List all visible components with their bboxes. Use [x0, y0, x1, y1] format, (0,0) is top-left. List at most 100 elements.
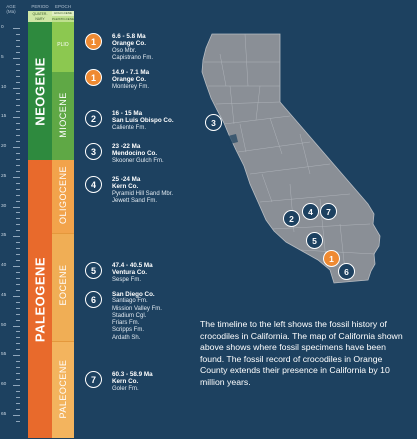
- ruler-tick: [16, 313, 20, 315]
- ruler-tick: [16, 81, 20, 83]
- ruler-tick: [16, 111, 20, 113]
- entry-formation: Pyramid Hill Sand Mbr.: [112, 190, 174, 197]
- ruler-tick: [16, 218, 20, 220]
- ruler-tick: [16, 271, 20, 273]
- ruler-tick: [16, 361, 20, 363]
- ruler-label: 10: [1, 84, 7, 90]
- ruler-label: 65: [1, 411, 7, 417]
- ruler-tick: [13, 176, 20, 178]
- ruler-tick: [16, 349, 20, 351]
- ruler-tick: [16, 158, 20, 160]
- age-ruler: 0 5 10 15 20 25 30 35 40 45 50 55 60 65: [0, 25, 22, 436]
- ruler-tick: [16, 69, 20, 71]
- entry-county: Mendocino Co.: [112, 150, 158, 158]
- entry-age-range: 25 -24 Ma: [112, 176, 141, 183]
- ruler-tick: [16, 51, 20, 53]
- entry-age-range: 23 -22 Ma: [112, 143, 141, 150]
- entry-county: Orange Co.: [112, 76, 146, 84]
- entry-county: Orange Co.: [112, 40, 146, 48]
- map-pin-6: 6: [338, 263, 355, 280]
- locality-badge: 1: [85, 69, 102, 86]
- entry-formation: Monterey Fm.: [112, 83, 150, 90]
- neogene-period: NEOGENE: [28, 22, 52, 160]
- entry-county: San Diego Co.: [112, 291, 155, 298]
- age-header: AGE (Ma): [2, 4, 20, 14]
- entry-formation: Santiago Fm.: [112, 298, 148, 305]
- ruler-label: 5: [1, 54, 4, 60]
- ruler-label: 0: [1, 25, 4, 30]
- ruler-tick: [13, 385, 20, 386]
- miocene-epoch: MIOCENE: [52, 72, 74, 160]
- ruler-tick: [16, 194, 20, 196]
- ruler-label: 60: [1, 382, 7, 387]
- paleocene-label: PALEOCENE: [58, 359, 68, 419]
- ruler-tick: [16, 307, 20, 309]
- ruler-label: 15: [1, 114, 7, 120]
- entry-formation: Skooner Gulch Fm.: [112, 157, 164, 164]
- holocene-epoch: HOLO-CENE: [52, 11, 74, 16]
- ruler-tick: [13, 414, 20, 416]
- ruler-label: 50: [1, 322, 7, 328]
- locality-badge: 4: [85, 176, 102, 193]
- epoch-header: EPOCH: [54, 4, 71, 9]
- ruler-tick: [16, 254, 20, 256]
- ruler-tick: [16, 99, 20, 101]
- entry-age-range: 16 - 15 Ma: [112, 110, 143, 117]
- entry-formation: Mission Valley Fm.: [112, 305, 162, 312]
- entry-age-range: 6.6 - 5.8 Ma: [112, 33, 146, 40]
- ruler-tick: [16, 277, 20, 279]
- entry-formation: Scripps Fm.: [112, 327, 145, 334]
- entry-age-range: 14.9 - 7.1 Ma: [112, 69, 150, 76]
- ruler-label: 20: [1, 144, 7, 149]
- ruler-tick: [16, 396, 20, 398]
- ruler-label: 30: [1, 203, 7, 209]
- ruler-tick: [16, 343, 20, 345]
- ruler-tick: [16, 39, 20, 41]
- ruler-tick: [16, 260, 20, 262]
- paleogene-period: PALEOGENE: [28, 160, 52, 438]
- locality-badge: 2: [85, 110, 102, 127]
- period-header: PERIOD: [31, 4, 49, 9]
- ruler-tick: [13, 28, 20, 29]
- holocene-label: HOLO-CENE: [54, 11, 72, 15]
- locality-badge: 6: [85, 291, 102, 308]
- ruler-label: 45: [1, 292, 7, 298]
- ruler-tick: [13, 236, 20, 238]
- entry-formation: Capistrano Fm.: [112, 54, 154, 61]
- ruler-tick: [16, 289, 20, 291]
- ruler-tick: [16, 420, 20, 422]
- pliocene-label: PLIO: [57, 42, 69, 48]
- ruler-tick: [16, 75, 20, 77]
- map-pin-7: 7: [320, 203, 337, 220]
- ruler-tick: [16, 170, 20, 172]
- ruler-tick: [16, 141, 20, 143]
- map-pin-5: 5: [306, 232, 323, 249]
- map-pin-2: 2: [283, 210, 300, 227]
- ruler-tick: [16, 200, 20, 202]
- ruler-tick: [13, 206, 20, 208]
- ruler-tick: [13, 295, 20, 297]
- map-pin-1: 1: [323, 250, 340, 267]
- miocene-label: MIOCENE: [58, 92, 68, 138]
- ruler-tick: [13, 87, 20, 89]
- ruler-tick: [16, 373, 20, 375]
- entry-formation: Friars Fm.: [112, 320, 140, 327]
- california-outline: [201, 33, 381, 284]
- entry-county: Kern Co.: [112, 378, 139, 386]
- ruler-tick: [13, 117, 20, 119]
- oligocene-epoch: OLIGOCENE: [52, 160, 74, 233]
- quaternary-label: QUATER-NARY: [32, 12, 48, 21]
- map-pin-3: 3: [205, 114, 222, 131]
- ruler-tick: [16, 331, 20, 333]
- entry-age-range: 47.4 - 40.5 Ma: [112, 262, 153, 269]
- ruler-label: 40: [1, 263, 7, 268]
- entry-formation: Oso Mbr.: [112, 47, 137, 54]
- locality-badge: 1: [85, 33, 102, 50]
- entry-county: Kern Co.: [112, 183, 139, 191]
- paleogene-label: PALEOGENE: [32, 256, 48, 343]
- ruler-label: 55: [1, 352, 7, 358]
- age-unit-label: (Ma): [6, 9, 16, 14]
- ruler-tick: [16, 212, 20, 214]
- locality-badge: 5: [85, 262, 102, 279]
- entry-formation: Ardath Sh.: [112, 334, 141, 341]
